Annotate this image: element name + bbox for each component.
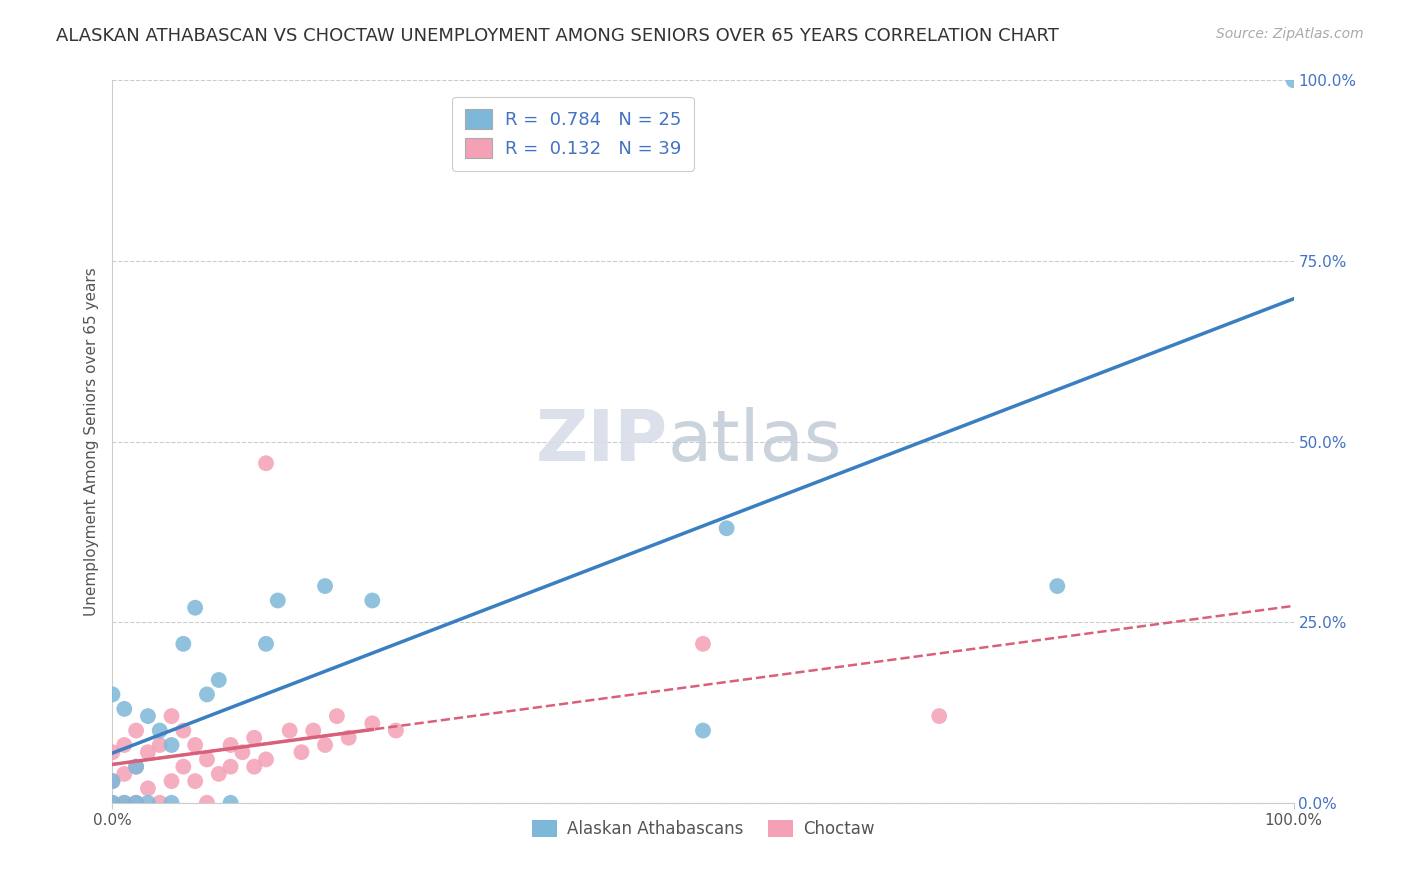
Text: ZIP: ZIP bbox=[536, 407, 668, 476]
Point bbox=[136, 745, 159, 759]
Point bbox=[195, 752, 218, 766]
Point bbox=[101, 774, 124, 789]
Point bbox=[112, 796, 135, 810]
Point bbox=[136, 781, 159, 796]
Point bbox=[125, 723, 148, 738]
Point bbox=[149, 796, 172, 810]
Point bbox=[314, 579, 336, 593]
Point bbox=[172, 760, 194, 774]
Point bbox=[136, 709, 159, 723]
Point bbox=[125, 760, 148, 774]
Text: atlas: atlas bbox=[668, 407, 842, 476]
Point bbox=[219, 760, 242, 774]
Point bbox=[208, 673, 231, 687]
Point bbox=[112, 796, 135, 810]
Text: ALASKAN ATHABASCAN VS CHOCTAW UNEMPLOYMENT AMONG SENIORS OVER 65 YEARS CORRELATI: ALASKAN ATHABASCAN VS CHOCTAW UNEMPLOYME… bbox=[56, 27, 1059, 45]
Point bbox=[184, 600, 207, 615]
Point bbox=[184, 774, 207, 789]
Point bbox=[231, 745, 253, 759]
Point bbox=[314, 738, 336, 752]
Point bbox=[101, 687, 124, 701]
Point bbox=[172, 723, 194, 738]
Point bbox=[125, 796, 148, 810]
Point bbox=[278, 723, 301, 738]
Y-axis label: Unemployment Among Seniors over 65 years: Unemployment Among Seniors over 65 years bbox=[83, 268, 98, 615]
Point bbox=[337, 731, 360, 745]
Point bbox=[125, 760, 148, 774]
Point bbox=[254, 752, 277, 766]
Point bbox=[125, 796, 148, 810]
Point bbox=[195, 796, 218, 810]
Point bbox=[208, 767, 231, 781]
Point bbox=[160, 709, 183, 723]
Text: Source: ZipAtlas.com: Source: ZipAtlas.com bbox=[1216, 27, 1364, 41]
Point bbox=[692, 637, 714, 651]
Point bbox=[254, 637, 277, 651]
Point bbox=[101, 796, 124, 810]
Point bbox=[219, 738, 242, 752]
Point bbox=[149, 738, 172, 752]
Point bbox=[160, 738, 183, 752]
Point bbox=[692, 723, 714, 738]
Point bbox=[136, 796, 159, 810]
Point bbox=[267, 593, 290, 607]
Point bbox=[149, 723, 172, 738]
Legend: Alaskan Athabascans, Choctaw: Alaskan Athabascans, Choctaw bbox=[524, 814, 882, 845]
Point bbox=[160, 796, 183, 810]
Point bbox=[361, 716, 384, 731]
Point bbox=[243, 760, 266, 774]
Point bbox=[326, 709, 349, 723]
Point bbox=[302, 723, 325, 738]
Point bbox=[112, 738, 135, 752]
Point bbox=[716, 521, 738, 535]
Point bbox=[101, 745, 124, 759]
Point bbox=[361, 593, 384, 607]
Point bbox=[254, 456, 277, 470]
Point bbox=[112, 767, 135, 781]
Point bbox=[243, 731, 266, 745]
Point bbox=[385, 723, 408, 738]
Point bbox=[195, 687, 218, 701]
Point bbox=[172, 637, 194, 651]
Point bbox=[1282, 73, 1305, 87]
Point bbox=[160, 774, 183, 789]
Point bbox=[290, 745, 312, 759]
Point bbox=[101, 774, 124, 789]
Point bbox=[184, 738, 207, 752]
Point bbox=[928, 709, 950, 723]
Point bbox=[1046, 579, 1069, 593]
Point bbox=[112, 702, 135, 716]
Point bbox=[219, 796, 242, 810]
Point bbox=[101, 796, 124, 810]
